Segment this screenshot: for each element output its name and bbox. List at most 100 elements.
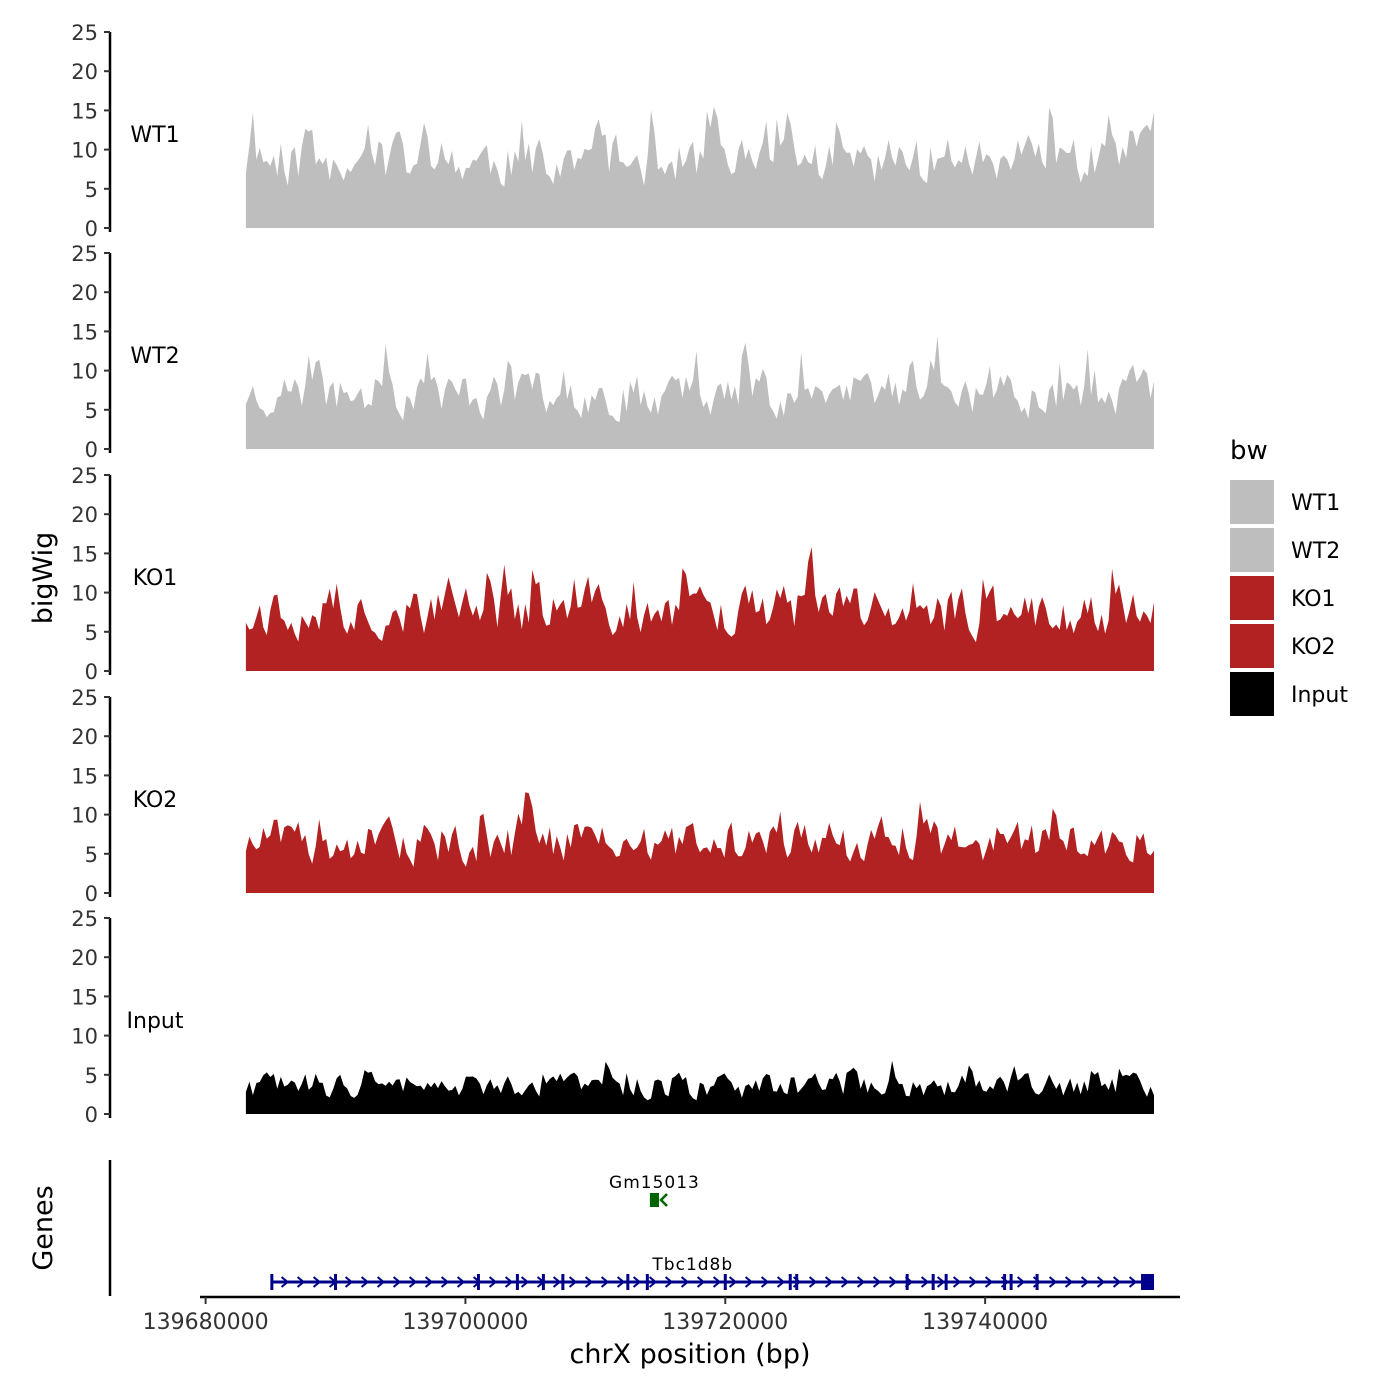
strand-arrow bbox=[680, 1276, 690, 1288]
legend-label: KO1 bbox=[1291, 587, 1336, 612]
gene-exon bbox=[515, 1274, 519, 1290]
y-tick-label: 5 bbox=[85, 843, 98, 867]
strand-arrow bbox=[728, 1276, 738, 1288]
coverage-area-ko1 bbox=[245, 546, 1154, 671]
y-tick-label: 20 bbox=[71, 281, 98, 305]
strand-arrow bbox=[1048, 1276, 1058, 1288]
strand-arrow bbox=[856, 1276, 866, 1288]
coverage-area-ko2 bbox=[245, 792, 1154, 893]
strand-arrow bbox=[659, 1193, 668, 1207]
legend-key-ko1 bbox=[1230, 576, 1274, 620]
strand-arrow bbox=[456, 1276, 466, 1288]
strand-arrow bbox=[1112, 1276, 1122, 1288]
y-tick-label: 20 bbox=[71, 946, 98, 970]
legend-key-wt1 bbox=[1230, 480, 1274, 524]
strand-arrow bbox=[392, 1276, 402, 1288]
strand-arrow bbox=[504, 1276, 514, 1288]
y-tick-label: 25 bbox=[71, 686, 98, 710]
panel-ko2: 0 5 10 15 20 25 KO2 bbox=[71, 686, 1154, 906]
track-label: KO2 bbox=[133, 788, 178, 813]
track-label: KO1 bbox=[133, 566, 178, 591]
y-tick-label: 20 bbox=[71, 725, 98, 749]
track-label: WT2 bbox=[130, 344, 179, 369]
gene-exon bbox=[334, 1274, 338, 1290]
y-tick-label: 0 bbox=[85, 217, 98, 241]
strand-arrow bbox=[712, 1276, 722, 1288]
y-tick-label: 5 bbox=[85, 1064, 98, 1088]
coverage-area-wt1 bbox=[245, 106, 1154, 228]
y-tick-label: 15 bbox=[71, 99, 98, 123]
y-tick-label: 25 bbox=[71, 242, 98, 266]
coverage-area-wt2 bbox=[245, 336, 1154, 449]
legend-label: WT1 bbox=[1291, 491, 1340, 516]
y-tick-label: 0 bbox=[85, 882, 98, 906]
legend-key-ko2 bbox=[1230, 624, 1274, 668]
y-tick-label: 15 bbox=[71, 542, 98, 566]
y-tick-label: 10 bbox=[71, 582, 98, 606]
gene-exon bbox=[476, 1274, 480, 1290]
x-tick-label: 139680000 bbox=[143, 1310, 269, 1335]
strand-arrow bbox=[520, 1276, 530, 1288]
strand-arrow bbox=[760, 1276, 770, 1288]
strand-arrow bbox=[744, 1276, 754, 1288]
gene-label: Gm15013 bbox=[609, 1173, 700, 1193]
y-tick-label: 10 bbox=[71, 1025, 98, 1049]
gene-exon bbox=[795, 1274, 799, 1290]
gene-exon bbox=[1009, 1274, 1013, 1290]
gene-exon bbox=[626, 1274, 630, 1290]
strand-arrow bbox=[1032, 1276, 1042, 1288]
x-axis-title: chrX position (bp) bbox=[569, 1339, 810, 1370]
coverage-area-input bbox=[245, 1060, 1154, 1114]
strand-arrow bbox=[952, 1276, 962, 1288]
gene-exon bbox=[905, 1274, 909, 1290]
strand-arrow bbox=[776, 1276, 786, 1288]
x-tick-label: 139700000 bbox=[402, 1310, 528, 1335]
y-tick-label: 20 bbox=[71, 60, 98, 84]
strand-arrow bbox=[488, 1276, 498, 1288]
strand-arrow bbox=[616, 1276, 626, 1288]
gene-exon bbox=[1141, 1274, 1155, 1290]
gene-exon bbox=[645, 1274, 649, 1290]
gene-exon bbox=[270, 1274, 274, 1290]
strand-arrow bbox=[696, 1276, 706, 1288]
y-tick-label: 0 bbox=[85, 1103, 98, 1127]
y-tick-label: 0 bbox=[85, 660, 98, 684]
y-tick-label: 25 bbox=[71, 464, 98, 488]
strand-arrow bbox=[936, 1276, 946, 1288]
strand-arrow bbox=[360, 1276, 370, 1288]
strand-arrow bbox=[840, 1276, 850, 1288]
track-label: WT1 bbox=[130, 123, 179, 148]
strand-arrow bbox=[648, 1276, 658, 1288]
gene-exon bbox=[541, 1274, 545, 1290]
strand-arrow bbox=[584, 1276, 594, 1288]
strand-arrow bbox=[664, 1276, 674, 1288]
gene-gm15013: Gm15013 bbox=[609, 1173, 700, 1207]
gene-exon bbox=[561, 1274, 565, 1290]
y-tick-label: 5 bbox=[85, 399, 98, 423]
strand-arrow bbox=[296, 1276, 306, 1288]
x-tick-label: 139740000 bbox=[922, 1310, 1048, 1335]
gene-exon bbox=[649, 1193, 660, 1207]
strand-arrow bbox=[344, 1276, 354, 1288]
strand-arrow bbox=[408, 1276, 418, 1288]
y-tick-label: 15 bbox=[71, 764, 98, 788]
strand-arrow bbox=[872, 1276, 882, 1288]
strand-arrow bbox=[968, 1276, 978, 1288]
legend-label: KO2 bbox=[1291, 635, 1336, 660]
gene-exon bbox=[723, 1274, 727, 1290]
genes-panel: Gm15013 Tbc1d8b bbox=[108, 1160, 1155, 1296]
legend-title: bw bbox=[1230, 436, 1268, 466]
gene-exon bbox=[944, 1274, 948, 1290]
panel-wt1: 0 5 10 15 20 25 WT1 bbox=[71, 21, 1154, 241]
y-tick-label: 0 bbox=[85, 438, 98, 462]
legend-key-input bbox=[1230, 672, 1274, 716]
gene-exon bbox=[1003, 1274, 1007, 1290]
strand-arrow bbox=[568, 1276, 578, 1288]
y-tick-label: 5 bbox=[85, 178, 98, 202]
strand-arrow bbox=[280, 1276, 290, 1288]
y-tick-label: 15 bbox=[71, 320, 98, 344]
gene-exon bbox=[788, 1274, 792, 1290]
genes-axis-title: Genes bbox=[28, 1185, 59, 1270]
y-tick-label: 10 bbox=[71, 804, 98, 828]
strand-arrow bbox=[888, 1276, 898, 1288]
